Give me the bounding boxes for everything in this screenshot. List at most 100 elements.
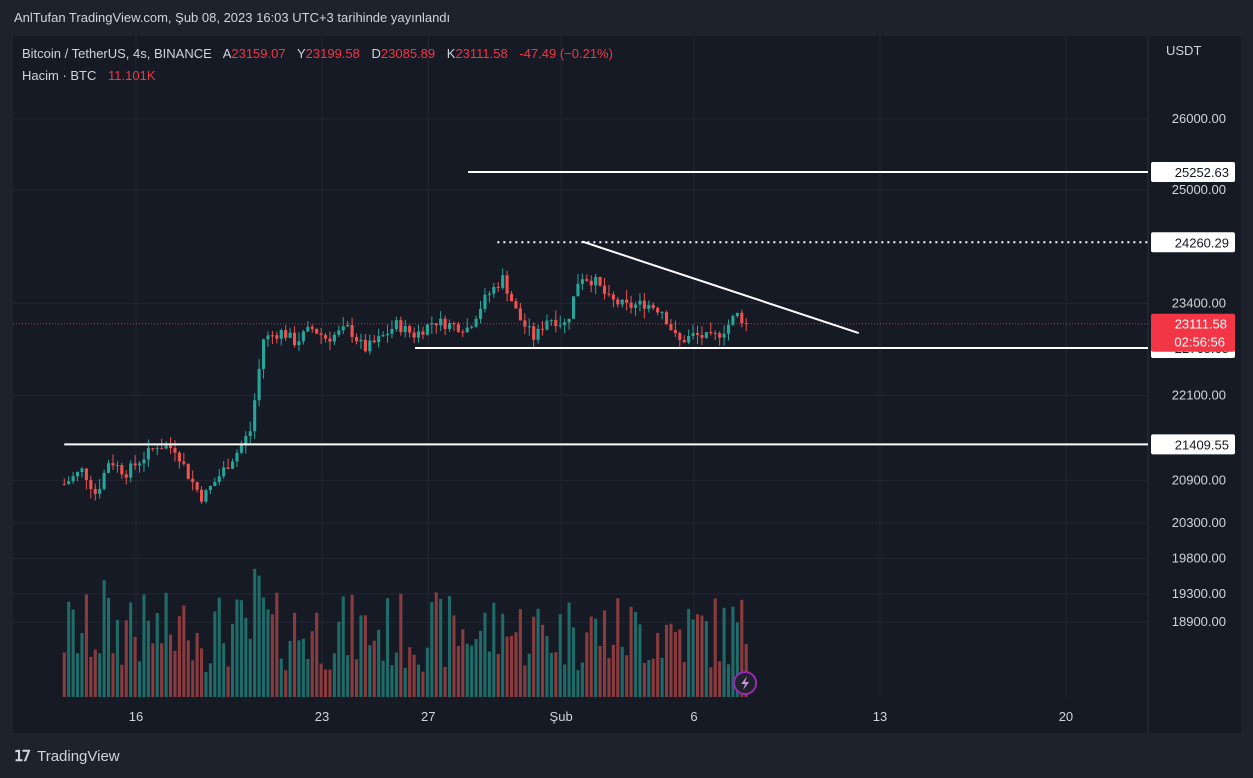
price-axis[interactable]: 26000.00 25000.00 23400.00 22100.00 20900.00… bbox=[1151, 43, 1235, 629]
volume-bar bbox=[306, 658, 310, 697]
candle-body bbox=[731, 315, 735, 325]
candle-body bbox=[726, 324, 731, 334]
volume-bar bbox=[709, 667, 713, 697]
high-label: Y bbox=[296, 46, 306, 61]
open-label: A bbox=[222, 46, 232, 61]
candle-body bbox=[580, 279, 584, 284]
candle-body bbox=[332, 334, 336, 342]
candle-body bbox=[616, 299, 620, 305]
tradingview-brand[interactable]: 𝟣𝟩 TradingView bbox=[14, 747, 120, 766]
candle-body bbox=[213, 481, 217, 487]
candle-body bbox=[408, 326, 412, 333]
candle-body bbox=[704, 332, 708, 338]
candle-body bbox=[452, 323, 456, 325]
candle-body bbox=[403, 326, 407, 333]
volume-bar bbox=[616, 598, 620, 697]
volume-bar bbox=[346, 655, 350, 697]
level-price-label: 24260.29 bbox=[1175, 235, 1229, 250]
candle-body bbox=[284, 330, 288, 338]
volume-bar bbox=[288, 640, 292, 697]
candle-body bbox=[226, 467, 230, 469]
candle-body bbox=[151, 448, 155, 450]
candle-body bbox=[253, 400, 257, 432]
open-value: 23159.07 bbox=[231, 46, 286, 61]
y-tick-label: 18900.00 bbox=[1172, 614, 1226, 629]
volume-bar bbox=[284, 670, 288, 697]
candle-body bbox=[394, 320, 398, 330]
candle-body bbox=[740, 312, 744, 324]
volume-bar bbox=[129, 602, 133, 697]
candle-body bbox=[368, 340, 372, 352]
volume-bar bbox=[452, 615, 456, 697]
volume-bar bbox=[465, 643, 469, 697]
volume-bar bbox=[354, 659, 359, 697]
volume-bar bbox=[518, 609, 522, 697]
volume-bar bbox=[168, 634, 173, 697]
candle-body bbox=[248, 431, 252, 437]
candle-body bbox=[235, 452, 239, 462]
candle-body bbox=[642, 300, 646, 309]
volume-bar bbox=[226, 666, 230, 697]
volume-bar bbox=[235, 599, 239, 697]
volume-bar bbox=[722, 607, 726, 697]
volume-bar bbox=[208, 663, 212, 697]
volume-bar bbox=[359, 615, 363, 697]
candle-body bbox=[700, 334, 704, 338]
candle-body bbox=[204, 490, 208, 502]
candle-body bbox=[425, 324, 429, 335]
drawings[interactable] bbox=[13, 170, 1148, 695]
volume-bar bbox=[381, 660, 385, 697]
candle-body bbox=[447, 323, 452, 329]
candle-body bbox=[111, 463, 115, 466]
candle-body bbox=[625, 299, 629, 303]
publish-info: AnlTufan TradingView.com, Şub 08, 2023 1… bbox=[14, 10, 451, 25]
level-price-tag bbox=[1151, 161, 1235, 182]
volume-bar bbox=[377, 629, 381, 697]
candle-body bbox=[602, 285, 607, 294]
volume-bar bbox=[337, 621, 341, 697]
volume-bar bbox=[434, 592, 438, 697]
candle-body bbox=[478, 308, 483, 319]
volume-bar bbox=[173, 650, 177, 697]
lightning-glyph-icon bbox=[741, 676, 750, 690]
time-axis[interactable]: 16 23 27 Şub 6 13 20 bbox=[129, 709, 1073, 724]
volume-bar bbox=[456, 645, 460, 697]
candle-body bbox=[195, 482, 199, 490]
candle-body bbox=[323, 335, 328, 339]
candle-body bbox=[142, 459, 146, 464]
candle-body bbox=[208, 486, 212, 491]
low-value: 23085.89 bbox=[380, 46, 436, 61]
volume-bar bbox=[239, 600, 243, 697]
candle-body bbox=[664, 312, 669, 325]
low-label: D bbox=[371, 46, 381, 61]
change-value: -47.49 (−0.21%) bbox=[519, 46, 613, 61]
candle-body bbox=[673, 330, 677, 334]
volume-bar bbox=[638, 624, 642, 697]
volume-bar bbox=[62, 652, 66, 697]
candle-body bbox=[106, 463, 111, 473]
x-tick-label: 13 bbox=[873, 709, 887, 724]
candle-body bbox=[279, 330, 283, 339]
volume-bar bbox=[222, 643, 226, 697]
candle-body bbox=[709, 332, 713, 334]
candle-body bbox=[346, 325, 350, 327]
volume-bar bbox=[151, 643, 155, 697]
chart-pane[interactable] bbox=[13, 36, 1241, 733]
volume-bar bbox=[430, 602, 434, 697]
volume-bar bbox=[403, 667, 407, 697]
volume-bar bbox=[191, 660, 195, 697]
volume-bar bbox=[399, 593, 403, 697]
volume-bar bbox=[368, 645, 372, 697]
candle-body bbox=[124, 474, 128, 478]
volume-bar bbox=[536, 608, 540, 697]
y-tick-label: 19300.00 bbox=[1172, 586, 1226, 601]
candle-body bbox=[691, 333, 695, 336]
volume-bar bbox=[523, 665, 527, 697]
volume-bar bbox=[687, 608, 691, 697]
volume-bar bbox=[217, 597, 221, 697]
volume-bar bbox=[270, 614, 274, 697]
volume-bar bbox=[89, 656, 93, 697]
candle-body bbox=[505, 275, 509, 294]
volume-bar bbox=[146, 620, 150, 697]
